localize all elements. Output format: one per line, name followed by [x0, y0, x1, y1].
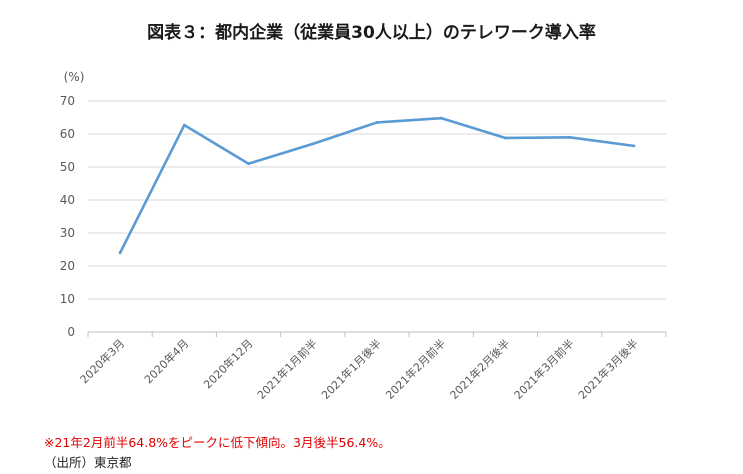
data-point	[182, 123, 186, 127]
x-tick-label: 2020年12月	[201, 336, 256, 391]
x-axis: 2020年3月 2020年4月 2020年12月 2021年1月前半 2021年1月後半…	[77, 332, 667, 402]
x-tick-label: 2020年3月	[77, 336, 127, 386]
y-tick-label: 10	[60, 292, 75, 306]
data-point	[568, 135, 572, 139]
y-tick-label: 0	[67, 325, 75, 339]
x-tick-label: 2021年1月後半	[318, 336, 384, 402]
x-tick-label: 2021年3月後半	[575, 336, 641, 402]
y-tick-label: 50	[60, 160, 75, 174]
x-tick-label: 2021年2月後半	[447, 336, 513, 402]
x-tick-label: 2021年3月前半	[511, 336, 577, 402]
y-tick-label: 60	[60, 127, 75, 141]
y-tick-label: 40	[60, 193, 75, 207]
y-tick-label: 30	[60, 226, 75, 240]
x-tick-label: 2021年1月前半	[254, 336, 320, 402]
data-point	[247, 162, 250, 166]
y-axis: (%) 0 10 20 30 40 50 60 70	[60, 70, 85, 339]
series-layer	[118, 116, 636, 255]
footnote: ※21年2月前半64.8%をピークに低下傾向。3月後半56.4%。	[44, 435, 391, 450]
y-axis-unit-label: (%)	[64, 70, 85, 84]
data-point	[118, 251, 122, 255]
data-point	[632, 144, 636, 148]
data-point	[375, 121, 379, 124]
x-tick-label: 2021年2月前半	[383, 336, 449, 402]
y-tick-label: 70	[60, 94, 75, 108]
data-point	[311, 142, 315, 146]
data-point	[439, 116, 443, 120]
chart-title: 図表３：都内企業（従業員30人以上）のテレワーク導入率	[147, 23, 596, 43]
gridlines	[88, 100, 666, 333]
y-tick-label: 20	[60, 259, 75, 273]
x-tick-label: 2020年4月	[141, 336, 191, 386]
source-note: （出所）東京都	[44, 455, 132, 470]
data-point	[504, 136, 507, 140]
